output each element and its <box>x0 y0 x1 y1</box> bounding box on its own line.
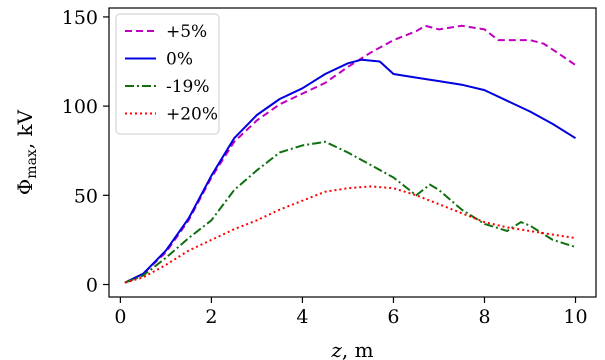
y-tick-label-1: 50 <box>74 185 98 207</box>
x-axis-variable: z <box>330 338 342 360</box>
plot-lines <box>124 24 577 284</box>
x-tick-label-5: 10 <box>563 306 587 328</box>
legend-label-2: -19% <box>166 77 210 97</box>
series-line-3 <box>124 185 576 284</box>
y-axis-symbol: Φ <box>13 179 37 195</box>
legend-box <box>115 13 220 135</box>
y-tick-label-3: 150 <box>62 7 98 29</box>
x-tick-label-2: 4 <box>296 306 308 328</box>
x-tick-label-0: 0 <box>114 306 126 328</box>
y-tick-label-0: 0 <box>86 275 98 297</box>
legend-label-1: 0% <box>166 50 193 70</box>
y-tick-label-2: 100 <box>62 96 98 118</box>
x-axis-label: z, m <box>330 338 373 360</box>
y-axis-subscript: max <box>24 149 40 179</box>
y-axis-unit: , kV <box>13 109 37 149</box>
legend: +5% 0% -19% +20% <box>115 13 220 135</box>
series-line-2 <box>124 140 576 284</box>
y-axis-label: Φmax, kV <box>13 109 40 195</box>
series-line-0 <box>124 24 577 284</box>
plot-frame <box>108 7 597 298</box>
legend-label-3: +20% <box>166 105 218 125</box>
x-tick-label-1: 2 <box>205 306 217 328</box>
x-tick-label-3: 6 <box>387 306 399 328</box>
legend-label-0: +5% <box>166 22 207 42</box>
series-line-1 <box>124 58 577 284</box>
x-tick-label-4: 8 <box>478 306 490 328</box>
x-axis-unit: , m <box>342 338 374 360</box>
